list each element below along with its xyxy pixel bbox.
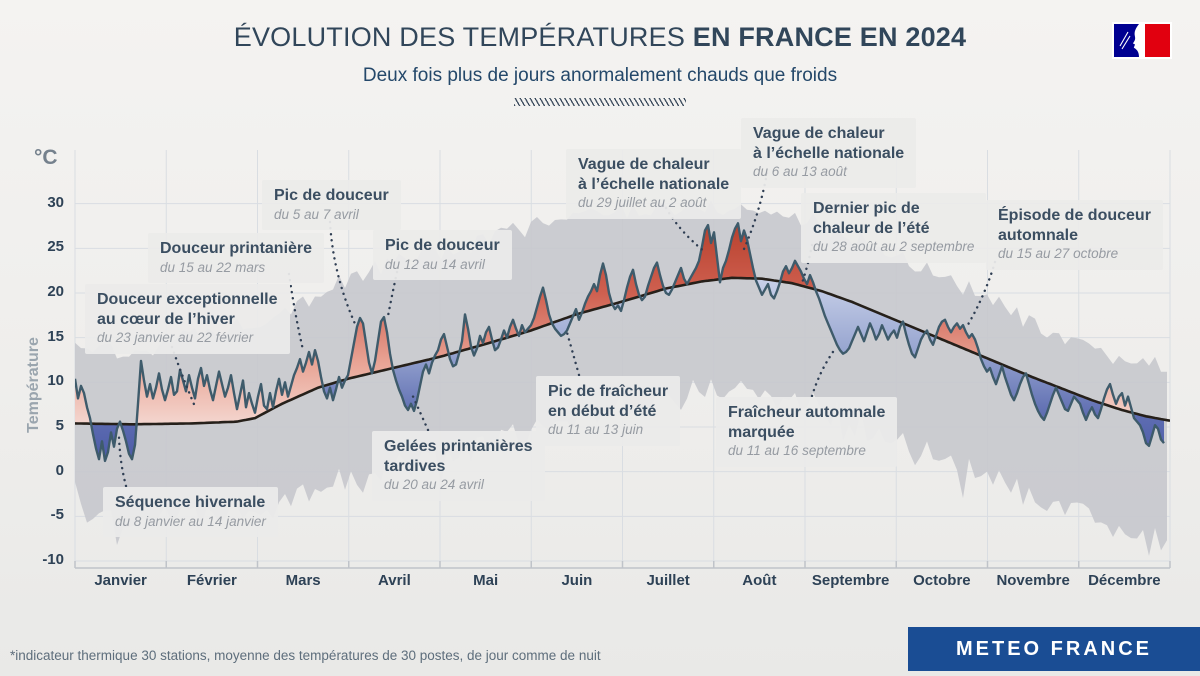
france-flag-icon xyxy=(1112,22,1172,59)
callout-vague-chaleur-2: Vague de chaleur à l’échelle nationale du… xyxy=(741,118,917,188)
callout-title: Fraîcheur automnale marquée xyxy=(728,404,886,441)
flag-red-block xyxy=(1145,24,1170,57)
hatch-divider xyxy=(514,98,686,106)
meteo-france-banner: METEO FRANCE xyxy=(908,627,1200,671)
y-tick-label: 10 xyxy=(47,372,64,390)
callout-date: du 8 janvier au 14 janvier xyxy=(115,513,266,529)
page-subtitle: Deux fois plus de jours anormalement cha… xyxy=(362,65,838,86)
month-label-7: Juillet xyxy=(646,572,690,589)
month-label-10: Octobre xyxy=(913,572,971,589)
month-label-12: Décembre xyxy=(1088,572,1161,589)
callout-date: du 15 au 27 octobre xyxy=(998,246,1119,262)
callout-title: Pic de fraîcheur en début d’été xyxy=(548,383,669,420)
month-label-4: Avril xyxy=(377,572,411,589)
callout-leader-dots xyxy=(964,260,997,330)
callout-title: Pic de douceur xyxy=(385,237,500,254)
callout-title: Épisode de douceur automnale xyxy=(998,207,1151,244)
month-label-11: Novembre xyxy=(996,572,1070,589)
callout-title: Dernier pic de chaleur de l’été xyxy=(813,200,930,237)
callout-date: du 29 juillet au 2 août xyxy=(578,195,707,211)
y-tick-label: 30 xyxy=(47,193,64,211)
callout-date: du 11 au 13 juin xyxy=(548,422,644,438)
y-tick-label: 20 xyxy=(47,283,64,300)
callout-pic-douceur-avril-2: Pic de douceur du 12 au 14 avril xyxy=(373,230,512,280)
callout-date: du 28 août au 2 septembre xyxy=(813,239,975,255)
callout-date: du 11 au 16 septembre xyxy=(728,443,866,459)
callout-douceur-printaniere: Douceur printanière du 15 au 22 mars xyxy=(148,233,325,283)
callout-leader-dots xyxy=(117,435,128,488)
month-label-8: Août xyxy=(742,572,777,589)
callout-sequence-hivernale: Séquence hivernale du 8 janvier au 14 jan… xyxy=(103,487,278,537)
callout-date: du 6 au 13 août xyxy=(753,164,847,180)
callout-vague-chaleur-1: Vague de chaleur à l’échelle nationale du… xyxy=(566,149,742,219)
callout-title: Gelées printanières tardives xyxy=(384,438,533,475)
y-axis-unit: °C xyxy=(34,146,58,169)
flag-detail-lines xyxy=(1119,31,1131,50)
callout-dernier-pic-chaleur: Dernier pic de chaleur de l’été du 28 aoû… xyxy=(801,193,987,263)
month-label-2: Février xyxy=(186,572,237,589)
y-tick-label: 0 xyxy=(55,461,64,479)
callout-date: du 20 au 24 avril xyxy=(384,477,484,493)
callout-title: Douceur exceptionnelle au cœur de l’hive… xyxy=(97,291,278,328)
month-label-1: Janvier xyxy=(94,572,147,589)
callout-leader-dots xyxy=(328,220,358,328)
page-title: ÉVOLUTION DES TEMPÉRATURES EN FRANCE EN … xyxy=(0,22,1200,53)
callout-gelees-printanieres: Gelées printanières tardives du 20 au 24 … xyxy=(372,431,545,501)
callout-leader-dots xyxy=(810,347,837,398)
callout-pic-fraicheur-ete: Pic de fraîcheur en début d’été du 11 au … xyxy=(536,376,681,446)
callout-title: Douceur printanière xyxy=(160,240,313,257)
callout-leader-dots xyxy=(287,272,305,352)
callout-title: Pic de douceur xyxy=(274,187,389,204)
callout-title: Vague de chaleur à l’échelle nationale xyxy=(578,156,730,193)
y-tick-label: -10 xyxy=(42,550,64,568)
footnote: *indicateur thermique 30 stations, moyen… xyxy=(10,648,601,663)
france-flag-logo xyxy=(1112,22,1172,59)
month-label-9: Septembre xyxy=(811,572,890,589)
callout-date: du 5 au 7 avril xyxy=(274,206,359,222)
callout-douceur-exceptionnelle: Douceur exceptionnelle au cœur de l’hive… xyxy=(85,284,290,354)
month-label-5: Mai xyxy=(473,572,499,589)
marianne-profile xyxy=(1132,24,1139,57)
y-tick-label: 5 xyxy=(55,417,64,434)
page-title-light: ÉVOLUTION DES TEMPÉRATURES xyxy=(233,22,693,52)
callout-date: du 12 au 14 avril xyxy=(385,256,485,272)
callout-title: Séquence hivernale xyxy=(115,494,266,511)
y-tick-label: 15 xyxy=(47,327,64,345)
y-tick-label: 25 xyxy=(47,238,64,256)
callout-fraicheur-automnale: Fraîcheur automnale marquée du 11 au 16 s… xyxy=(716,397,898,467)
callout-pic-douceur-avril-1: Pic de douceur du 5 au 7 avril xyxy=(262,180,401,230)
callout-leader-dots xyxy=(170,345,198,411)
callout-leader-dots xyxy=(564,327,581,377)
callout-title: Vague de chaleur à l’échelle nationale xyxy=(753,125,905,162)
callout-leader-dots xyxy=(409,390,430,432)
y-tick-label: -5 xyxy=(50,506,64,524)
callout-date: du 15 au 22 mars xyxy=(160,259,266,275)
callout-episode-douceur-automnale: Épisode de douceur automnale du 15 au 27 … xyxy=(986,200,1163,270)
month-label-3: Mars xyxy=(285,572,321,589)
month-label-6: Juin xyxy=(561,572,593,589)
page-title-bold: EN FRANCE EN 2024 xyxy=(692,22,967,52)
callout-date: du 23 janvier au 22 février xyxy=(97,330,254,346)
